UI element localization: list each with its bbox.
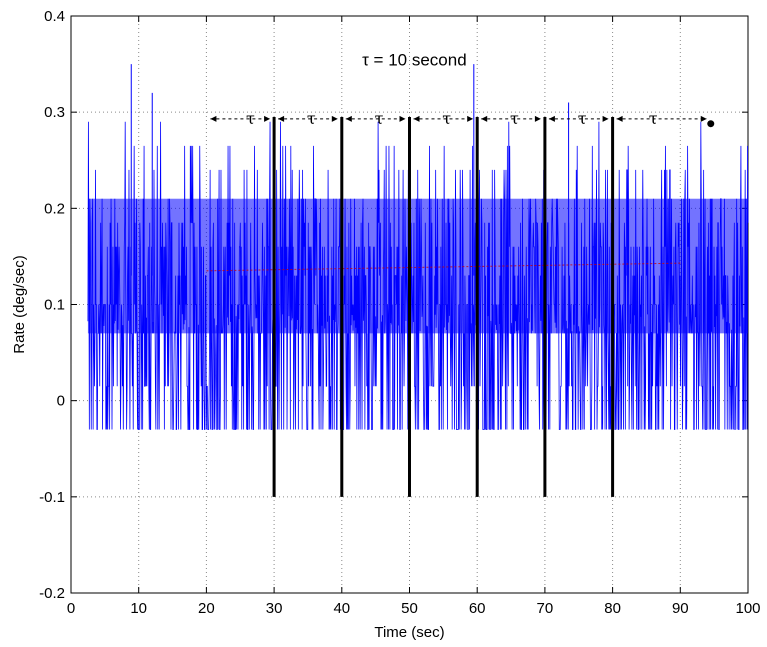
mean-line xyxy=(206,262,681,272)
arrowhead xyxy=(548,115,555,122)
arrowhead xyxy=(278,115,285,122)
arrowhead xyxy=(534,115,541,122)
x-tick-label: 20 xyxy=(198,600,215,617)
x-tick-label: 90 xyxy=(672,600,689,617)
arrowhead xyxy=(467,115,474,122)
signal-dense-band xyxy=(87,198,749,334)
y-tick-label: -0.1 xyxy=(39,489,65,506)
y-tick-label: 0 xyxy=(57,393,65,410)
arrowhead xyxy=(210,115,217,122)
y-tick-label: 0.3 xyxy=(44,104,65,121)
arrowhead xyxy=(264,115,271,122)
tau-label: τ xyxy=(510,109,519,128)
y-tick-label: 0.4 xyxy=(44,8,65,25)
tau-label: τ xyxy=(442,109,451,128)
arrowhead xyxy=(331,115,338,122)
tau-label: τ xyxy=(578,109,587,128)
x-tick-label: 80 xyxy=(604,600,621,617)
arrowhead xyxy=(345,115,352,122)
tau-label: τ xyxy=(246,109,255,128)
arrowhead xyxy=(413,115,420,122)
arrowhead xyxy=(399,115,406,122)
x-tick-label: 30 xyxy=(266,600,283,617)
x-axis-label: Time (sec) xyxy=(374,624,444,641)
x-tick-label: 70 xyxy=(537,600,554,617)
x-tick-label: 10 xyxy=(130,600,147,617)
x-tick-label: 60 xyxy=(469,600,486,617)
x-tick-label: 50 xyxy=(401,600,418,617)
x-tick-label: 0 xyxy=(67,600,75,617)
tau-label: τ xyxy=(307,109,316,128)
arrowhead xyxy=(602,115,609,122)
y-tick-label: 0.1 xyxy=(44,297,65,314)
arrowhead xyxy=(481,115,488,122)
x-tick-label: 100 xyxy=(735,600,760,617)
sampling-markers xyxy=(272,116,615,497)
tau-title-annotation: τ = 10 second xyxy=(362,50,467,69)
arrowhead xyxy=(616,115,623,122)
end-dot xyxy=(707,120,715,128)
y-tick-label: 0.2 xyxy=(44,200,65,217)
y-tick-label: -0.2 xyxy=(39,585,65,602)
x-tick-label: 40 xyxy=(333,600,350,617)
arrowhead xyxy=(700,115,707,122)
tau-label: τ xyxy=(375,109,384,128)
y-axis-label: Rate (deg/sec) xyxy=(11,255,28,353)
tau-label: τ xyxy=(649,109,658,128)
